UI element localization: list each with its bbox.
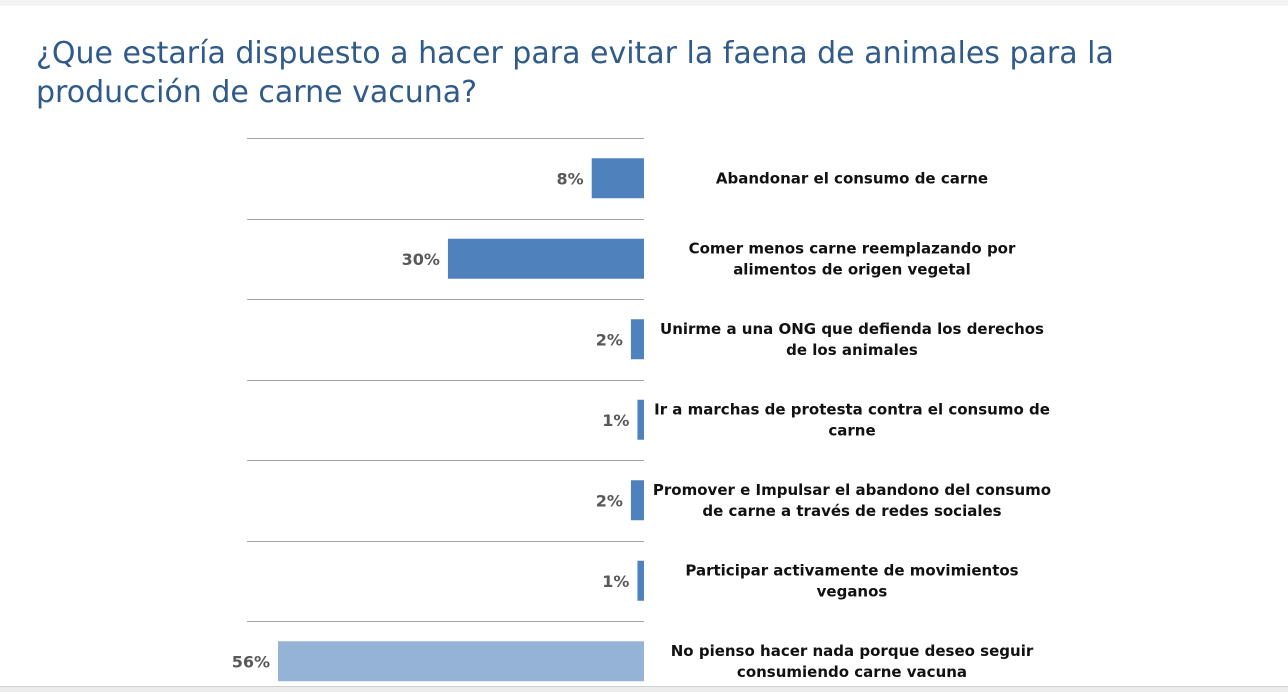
- data-label: 8%: [557, 169, 584, 188]
- bar: [591, 158, 644, 199]
- bar: [637, 399, 644, 440]
- category-label: de los animales: [786, 341, 918, 359]
- category-label: Promover e Impulsar el abandono del cons…: [653, 481, 1051, 499]
- category-label: carne: [828, 421, 875, 439]
- category-label: Unirme a una ONG que defienda los derech…: [660, 320, 1044, 338]
- category-label: No pienso hacer nada porque deseo seguir: [671, 642, 1034, 660]
- category-label: Abandonar el consumo de carne: [716, 169, 988, 187]
- bar: [447, 238, 644, 279]
- category-label: de carne a través de redes sociales: [702, 502, 1001, 520]
- category-label: veganos: [817, 582, 888, 600]
- data-label: 30%: [402, 250, 440, 269]
- data-label: 1%: [602, 411, 629, 430]
- page-title: ¿Que estaría dispuesto a hacer para evit…: [36, 36, 1114, 110]
- data-label: 56%: [232, 652, 270, 671]
- bar: [278, 641, 644, 682]
- top-strip: [0, 0, 1288, 6]
- data-label: 2%: [596, 330, 623, 349]
- category-label: consumiendo carne vacuna: [737, 663, 967, 681]
- data-label: 1%: [602, 572, 629, 591]
- category-label: alimentos de origen vegetal: [733, 260, 971, 278]
- bar: [630, 480, 644, 521]
- data-label: 2%: [596, 491, 623, 510]
- category-label: Comer menos carne reemplazando por: [689, 239, 1016, 257]
- category-label: Participar activamente de movimientos: [685, 561, 1018, 579]
- bar: [630, 319, 644, 360]
- bar: [637, 560, 644, 601]
- bottom-strip: [0, 686, 1288, 692]
- category-label: Ir a marchas de protesta contra el consu…: [654, 400, 1050, 418]
